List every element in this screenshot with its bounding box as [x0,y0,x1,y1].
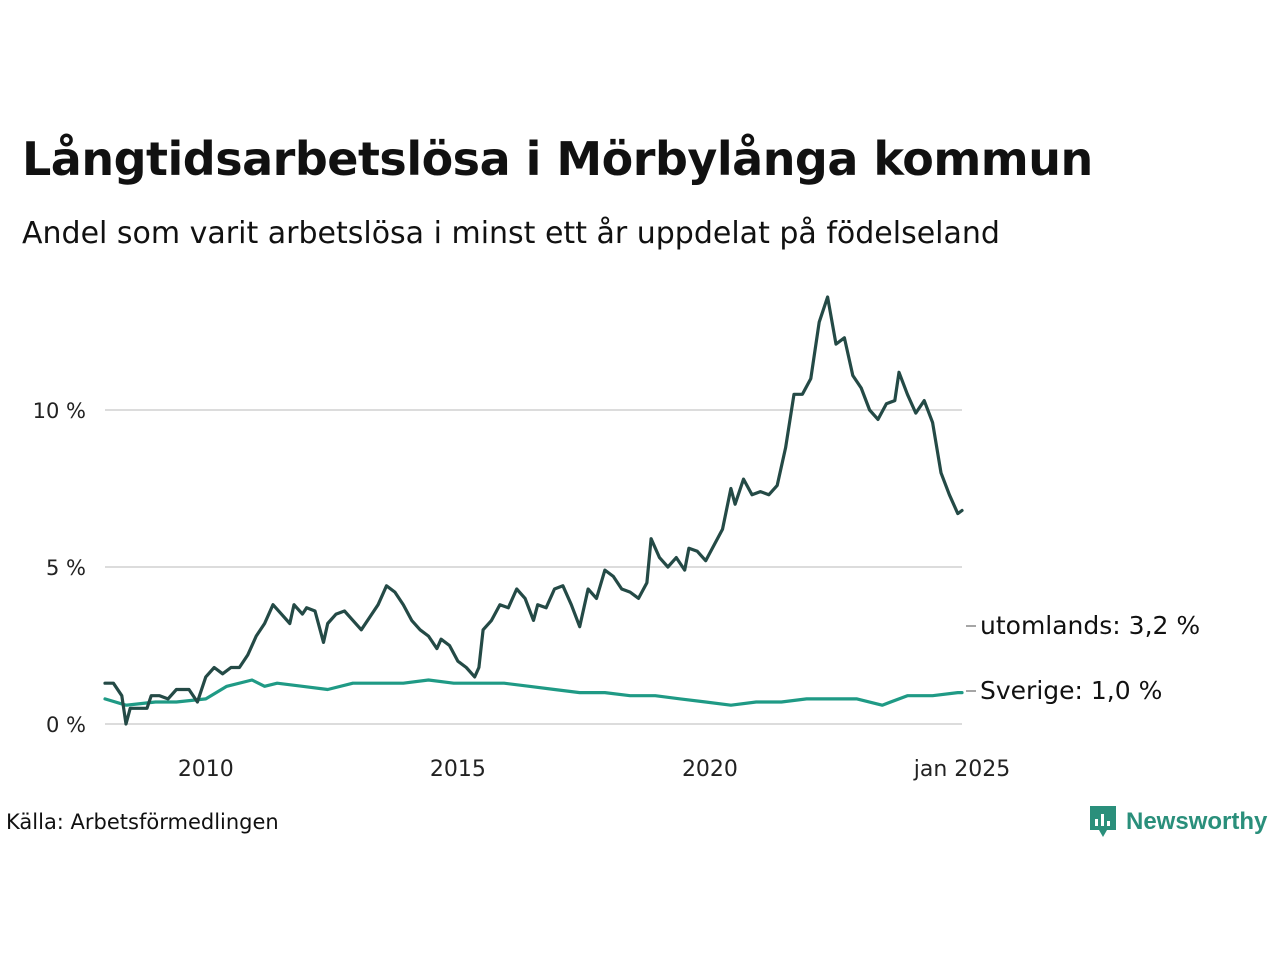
newsworthy-logo-icon [1090,806,1116,837]
brand-logo: Newsworthy [1088,804,1267,840]
chart-title: Långtidsarbetslösa i Mörbylånga kommun [22,132,1093,186]
brand-name: Newsworthy [1126,808,1268,835]
source-note: Källa: Arbetsförmedlingen [6,810,279,834]
series-line-sverige [103,678,964,707]
x-tick-label: 2015 [430,757,486,782]
x-tick-label: 2020 [682,757,738,782]
series-end-labels: utomlands: 3,2 % Sverige: 1,0 % [966,611,1200,705]
series-line-utomlands [103,295,964,726]
end-label-utomlands: utomlands: 3,2 % [980,611,1200,640]
y-tick-label: 0 % [46,713,86,737]
x-axis-ticks: 2010 2015 2020 jan 2025 [178,757,1010,782]
y-tick-label: 10 % [33,399,86,423]
y-tick-label: 5 % [46,556,86,580]
chart-subtitle: Andel som varit arbetslösa i minst ett å… [22,216,1000,251]
x-tick-label: 2010 [178,757,234,782]
x-tick-label: jan 2025 [913,757,1011,782]
end-label-sverige: Sverige: 1,0 % [980,676,1162,705]
y-axis-ticks: 0 % 5 % 10 % [33,399,86,737]
grid-lines [105,409,962,725]
series-lines [103,295,964,726]
